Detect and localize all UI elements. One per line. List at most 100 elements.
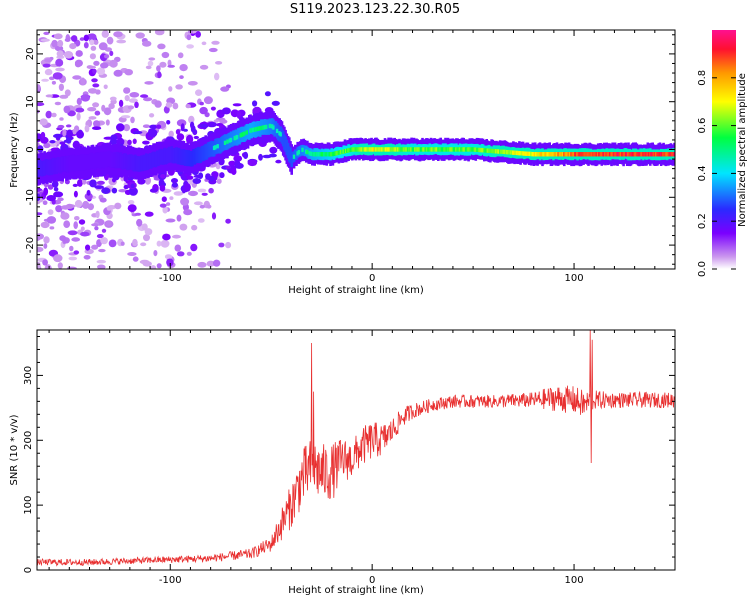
noise-blob — [43, 31, 50, 35]
noise-blob — [74, 216, 80, 221]
noise-blob — [191, 224, 198, 231]
ridge-core — [497, 149, 500, 154]
ridge-core — [444, 147, 447, 152]
colorbar: 0.0 0.2 0.4 0.6 0.8 Normalized spectral ampl… — [697, 30, 748, 277]
noise-blob — [96, 234, 104, 239]
noise-blob — [61, 205, 70, 210]
noise-blob — [83, 42, 89, 49]
y-tick-label: 0 — [25, 146, 36, 152]
noise-blob — [206, 260, 215, 267]
noise-blob — [51, 39, 58, 48]
noise-blob — [49, 226, 55, 230]
noise-blob — [203, 96, 213, 105]
noise-blob — [68, 256, 78, 261]
noise-blob — [166, 120, 171, 125]
y-tick-label: 0 — [23, 567, 34, 573]
noise-blob — [179, 64, 188, 72]
noise-blob — [128, 187, 138, 196]
noise-blob — [55, 67, 65, 72]
colorbar-gradient — [712, 30, 736, 269]
noise-blob — [127, 200, 135, 205]
noise-blob — [88, 88, 98, 94]
noise-blob — [58, 83, 64, 92]
ridge-core — [466, 147, 469, 152]
noise-blob — [65, 124, 72, 128]
noise-blob — [127, 204, 137, 213]
noise-blob — [47, 209, 54, 215]
noise-blob — [100, 237, 108, 245]
noise-blob — [87, 33, 97, 41]
noise-blob — [210, 106, 216, 111]
noise-blob — [127, 139, 132, 146]
ridge-core — [424, 147, 428, 152]
noise-blob — [140, 94, 149, 98]
noise-blob — [71, 237, 81, 242]
noise-blob — [73, 221, 78, 230]
noise-blob — [144, 81, 154, 85]
noise-blob — [154, 30, 165, 36]
ridge-core — [470, 147, 474, 152]
noise-blob — [109, 59, 118, 68]
noise-blob — [72, 183, 78, 187]
noise-blob — [53, 33, 63, 40]
noise-blob — [88, 116, 97, 120]
noise-blob — [53, 133, 63, 139]
ridge-core — [583, 152, 586, 157]
noise-blob — [208, 187, 214, 194]
noise-blob — [197, 261, 207, 268]
noise-blob — [108, 103, 115, 110]
noise-blob — [175, 84, 183, 90]
ridge-core — [384, 147, 388, 152]
ridge-core — [519, 151, 522, 156]
ridge-core — [447, 147, 451, 152]
ridge-core — [508, 150, 511, 155]
noise-blob — [91, 78, 98, 83]
noise-blob — [93, 60, 100, 66]
ridge-core — [321, 152, 325, 157]
ridge-core — [359, 147, 362, 152]
ridge-core — [392, 147, 395, 152]
ridge-core — [485, 148, 488, 153]
noise-blob — [160, 174, 166, 179]
y-tick-label: 300 — [23, 366, 34, 385]
noise-blob — [84, 192, 93, 200]
noise-blob — [37, 212, 43, 216]
noise-blob — [236, 110, 241, 119]
noise-blob — [211, 212, 217, 220]
noise-blob — [89, 53, 96, 60]
noise-blob — [63, 51, 74, 59]
noise-blob — [105, 221, 112, 227]
ridge-core — [401, 147, 405, 152]
noise-blob — [37, 261, 41, 269]
noise-blob — [172, 102, 179, 110]
noise-blob — [113, 31, 123, 38]
noise-blob — [134, 212, 142, 216]
noise-blob — [192, 178, 202, 184]
noise-blob — [92, 83, 100, 88]
noise-blob — [199, 106, 208, 115]
ridge-core — [657, 152, 660, 157]
noise-blob — [205, 173, 211, 180]
noise-blob — [183, 128, 188, 132]
ridge-core — [367, 147, 371, 152]
noise-blob — [37, 246, 44, 253]
ridge-core — [258, 126, 262, 131]
noise-blob — [92, 68, 97, 74]
noise-blob — [134, 101, 139, 109]
noise-blob — [59, 94, 69, 99]
ridge-core — [279, 132, 282, 137]
noise-blob — [199, 64, 209, 70]
noise-blob — [94, 226, 99, 231]
y-tick-label: 10 — [25, 95, 36, 108]
noise-blob — [92, 102, 100, 108]
noise-blob — [103, 84, 108, 90]
noise-blob — [86, 189, 91, 196]
noise-blob — [42, 259, 48, 266]
noise-blob — [216, 178, 222, 184]
noise-blob — [90, 45, 97, 51]
ridge-core — [241, 132, 245, 137]
ridge-core — [487, 148, 491, 153]
noise-blob — [161, 196, 167, 202]
ridge-core — [646, 152, 649, 157]
